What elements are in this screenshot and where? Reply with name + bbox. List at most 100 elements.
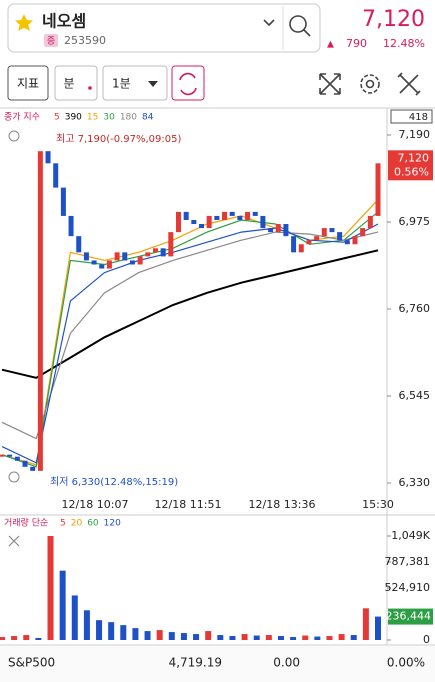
candle <box>375 163 381 216</box>
volume-bar <box>59 570 66 640</box>
favorite-star[interactable] <box>15 14 33 31</box>
settings-icon-center <box>365 79 375 89</box>
indicator-button[interactable] <box>7 65 49 101</box>
candle <box>283 224 289 237</box>
candle <box>314 236 320 241</box>
refresh-button[interactable] <box>171 65 205 101</box>
volume-bar <box>193 634 200 640</box>
candle <box>222 211 228 220</box>
volume-bar <box>168 632 175 640</box>
index-value: 4,719.19 <box>169 656 222 670</box>
refresh-icon <box>179 72 197 96</box>
period-type-button[interactable] <box>54 65 98 101</box>
volume-bar <box>314 636 321 640</box>
candle <box>367 215 373 229</box>
ma-legend: 180 <box>120 113 137 123</box>
y-tick-label: 6,330 <box>399 476 431 489</box>
volume-bar <box>180 633 187 640</box>
candle <box>60 187 66 216</box>
candle <box>83 252 89 261</box>
ma-legend: 5 <box>60 519 66 529</box>
indicator-title: 종가 지수 <box>4 112 40 123</box>
volume-bar <box>96 620 103 640</box>
change-rate: 12.48% <box>383 37 425 50</box>
ma-legend: 84 <box>142 113 154 123</box>
moving-average-line <box>1 223 379 464</box>
period-type-label: 분 <box>63 77 74 91</box>
candle <box>245 211 251 220</box>
market-badge: 증 <box>47 36 55 47</box>
stock-search-box[interactable] <box>7 3 321 53</box>
volume-bar <box>83 610 90 640</box>
moving-average-line <box>1 231 379 440</box>
ma-legend: 30 <box>103 113 115 123</box>
last-price-tag <box>388 150 433 181</box>
dropdown-caret[interactable] <box>263 19 275 27</box>
search-icon[interactable] <box>289 15 307 33</box>
volume-bar <box>156 630 163 640</box>
low-annotation: 최저 6,330(12.48%,15:19) <box>50 476 178 488</box>
zoom-in-icon[interactable] <box>8 130 20 142</box>
footer-bg <box>0 646 435 682</box>
candle <box>260 215 266 229</box>
candle <box>175 211 181 233</box>
moving-average-line <box>1 211 379 468</box>
interval-caret <box>148 81 158 87</box>
candle <box>329 228 335 233</box>
candle <box>214 215 220 220</box>
volume-bar <box>23 635 30 640</box>
candle <box>183 211 189 220</box>
change-arrow: ▲ <box>327 40 334 50</box>
candle <box>252 211 258 216</box>
volume-bar <box>375 616 381 640</box>
ma-legend: 5 <box>54 113 60 123</box>
stock-name: 네오셈 <box>42 12 86 31</box>
candle <box>99 264 105 269</box>
candle <box>199 224 205 229</box>
candle <box>291 236 297 253</box>
candle <box>30 466 36 471</box>
interval-dropdown[interactable] <box>102 65 168 101</box>
candle <box>106 260 112 269</box>
candle <box>229 211 235 216</box>
volume-title: 거래량 단순 <box>4 517 48 529</box>
index-change: 0.00 <box>273 656 300 670</box>
candle <box>114 252 120 261</box>
candle <box>206 215 212 229</box>
volume-bar <box>241 634 248 640</box>
volume-bar <box>11 636 18 640</box>
candle <box>298 244 304 253</box>
candle <box>275 224 281 233</box>
zoom-out-icon[interactable] <box>8 471 20 483</box>
candle <box>0 454 5 457</box>
candle <box>53 163 59 188</box>
volume-bar <box>362 608 369 640</box>
close-volume-icon[interactable] <box>8 535 20 547</box>
y-tick-label: 6,545 <box>399 389 431 402</box>
volume-bar <box>326 636 333 640</box>
y-tick-label: 7,190 <box>399 128 431 141</box>
interval-label: 1분 <box>112 77 131 91</box>
volume-bar <box>302 635 309 640</box>
settings-icon[interactable] <box>360 74 380 94</box>
volume-bar <box>277 636 284 640</box>
y-tick-label: 1,049K <box>391 529 430 542</box>
moving-average-line <box>1 249 379 379</box>
candle <box>152 248 158 253</box>
price-change: 790 <box>346 37 367 50</box>
candle <box>76 236 82 253</box>
y-tick-label: 0 <box>423 633 430 646</box>
x-tick-label: 12/18 10:07 <box>62 498 129 511</box>
candle <box>68 215 74 237</box>
y-tick-label: 6,760 <box>399 302 431 315</box>
candle <box>137 256 143 265</box>
candle <box>160 248 166 257</box>
expand-icon[interactable] <box>319 73 341 95</box>
indicator-label: 지표 <box>17 77 39 91</box>
tools-icon[interactable] <box>397 72 421 96</box>
x-tick-label: 12/18 11:51 <box>155 498 222 511</box>
ma-legend: 390 <box>65 113 82 123</box>
candle <box>45 151 51 164</box>
candle <box>168 232 174 257</box>
